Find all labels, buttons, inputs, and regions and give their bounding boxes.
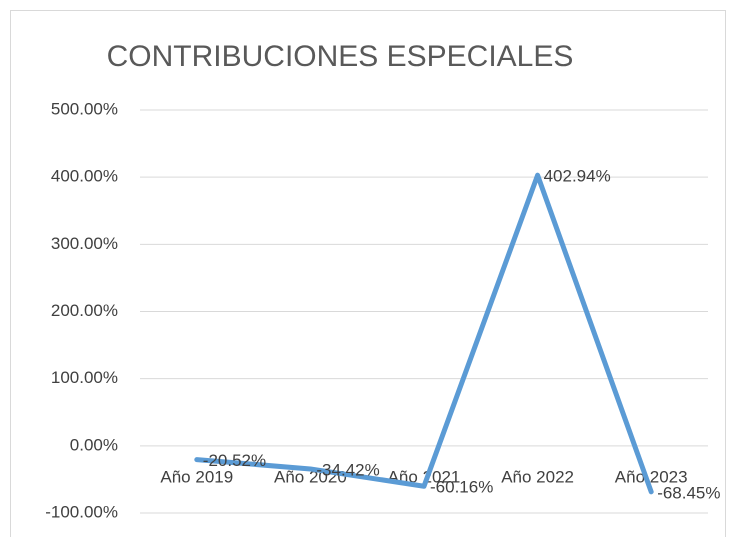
- x-tick-label: Año 2019: [160, 467, 233, 486]
- data-label: -60.16%: [430, 478, 493, 497]
- y-tick-label: 400.00%: [51, 167, 118, 186]
- data-label: -20.52%: [203, 451, 266, 470]
- x-tick-label: Año 2022: [501, 467, 574, 486]
- y-tick-label: 0.00%: [70, 435, 118, 454]
- y-tick-label: 200.00%: [51, 301, 118, 320]
- data-line: [194, 172, 654, 495]
- y-tick-label: 500.00%: [51, 99, 118, 118]
- x-tick-label: Año 2023: [615, 467, 688, 486]
- data-label: -68.45%: [657, 483, 720, 502]
- y-tick-label: -100.00%: [45, 502, 118, 521]
- data-label: -34.42%: [316, 460, 379, 479]
- chart-border: [10, 10, 726, 537]
- y-tick-label: 300.00%: [51, 234, 118, 253]
- chart-title: CONTRIBUCIONES ESPECIALES: [107, 40, 574, 73]
- data-label: 402.94%: [544, 167, 611, 186]
- y-tick-label: 100.00%: [51, 368, 118, 387]
